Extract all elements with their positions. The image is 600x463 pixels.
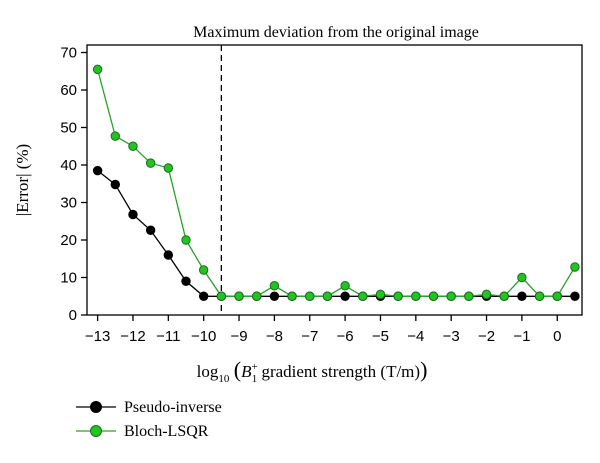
pseudo-inverse-point	[92, 165, 103, 176]
x-tick-label: −4	[407, 328, 424, 345]
y-tick-label: 10	[60, 270, 77, 287]
x-label-symbol-sub: 1	[252, 373, 258, 385]
legend-pseudo-inverse-label: Pseudo-inverse	[124, 399, 222, 416]
x-label-open-paren: (	[229, 357, 241, 382]
x-label-symbol: B	[241, 362, 252, 381]
x-tick-label: −2	[478, 328, 495, 345]
bloch-lsqr-point	[287, 291, 297, 301]
x-tick-label: −5	[372, 328, 389, 345]
x-tick-label: 0	[553, 328, 561, 345]
x-tick-label: −6	[337, 328, 354, 345]
bloch-lsqr-point	[110, 131, 120, 141]
pseudo-inverse-point	[145, 225, 156, 235]
bloch-lsqr-point	[163, 163, 174, 173]
bloch-lsqr-point	[446, 291, 456, 301]
pseudo-inverse-point	[163, 250, 174, 260]
x-tick-label: −3	[443, 328, 460, 345]
bloch-lsqr-point	[305, 291, 315, 301]
bloch-lsqr-point	[517, 272, 527, 283]
bloch-lsqr-point	[145, 158, 156, 168]
x-axis-label: log10 (B+ 1 gradient strength (T/m))	[197, 357, 428, 385]
bloch-lsqr-point	[181, 235, 191, 245]
bloch-lsqr-point	[428, 291, 439, 301]
bloch-lsqr-point	[534, 291, 545, 301]
chart-title: Maximum deviation from the original imag…	[193, 24, 479, 41]
x-label-close-paren: )	[420, 357, 427, 382]
bloch-lsqr-point	[552, 291, 562, 301]
bloch-lsqr-point	[375, 289, 386, 300]
legend: Pseudo-inverse Bloch-LSQR	[76, 399, 222, 440]
bloch-lsqr-point	[570, 262, 580, 272]
y-axis-label: |Error| (%)	[13, 144, 32, 216]
x-tick-label: −9	[230, 328, 247, 345]
y-tick-label: 20	[60, 232, 77, 249]
plot-frame	[86, 44, 583, 316]
bloch-lsqr-point	[411, 291, 421, 301]
legend-bloch-lsqr-marker	[90, 425, 102, 437]
y-tick-label: 30	[60, 195, 77, 212]
bloch-lsqr-point	[128, 141, 138, 151]
x-tick-label: −10	[191, 328, 216, 345]
x-tick-label: −7	[301, 328, 318, 345]
x-tick-label: −1	[513, 328, 530, 345]
bloch-lsqr-line	[96, 69, 576, 297]
bloch-lsqr-point	[464, 291, 474, 301]
bloch-lsqr-point	[393, 291, 403, 301]
legend-bloch-lsqr-label: Bloch-LSQR	[124, 423, 209, 440]
pseudo-inverse-point	[128, 209, 138, 220]
bloch-lsqr-point	[340, 281, 350, 291]
y-tick-label: 0	[69, 307, 77, 324]
legend-pseudo-inverse-marker	[90, 401, 102, 413]
x-label-log: log	[197, 362, 219, 381]
x-tick-label: −13	[85, 328, 110, 345]
x-tick-label: −12	[120, 328, 145, 345]
bloch-lsqr-point	[92, 64, 103, 75]
bloch-lsqr-point	[358, 291, 368, 301]
pseudo-inverse-point	[181, 276, 191, 286]
pseudo-inverse-point	[269, 291, 280, 301]
y-tick-label: 70	[60, 45, 77, 62]
x-tick-label: −8	[266, 328, 283, 345]
y-tick-label: 50	[60, 120, 77, 137]
x-label-log-base: 10	[218, 373, 230, 385]
pseudo-inverse-point	[340, 291, 350, 301]
pseudo-inverse-point	[570, 291, 580, 301]
y-tick-label: 40	[60, 157, 77, 174]
y-tick-label: 60	[60, 82, 77, 99]
bloch-lsqr-point	[269, 281, 280, 291]
x-tick-label: −11	[156, 328, 180, 345]
bloch-lsqr-point	[322, 291, 333, 301]
pseudo-inverse-point	[198, 291, 209, 301]
bloch-lsqr-point	[216, 291, 227, 301]
bloch-lsqr-point	[252, 291, 262, 301]
x-label-text: gradient strength (T/m)	[257, 362, 420, 381]
pseudo-inverse-line	[97, 170, 575, 297]
pseudo-inverse-point	[110, 179, 120, 190]
bloch-lsqr-point	[234, 291, 244, 301]
pseudo-inverse-point	[517, 291, 527, 301]
x-label-symbol-sup: +	[251, 361, 257, 373]
bloch-lsqr-point	[499, 291, 509, 301]
bloch-lsqr-point	[481, 289, 492, 300]
bloch-lsqr-point	[198, 265, 209, 275]
